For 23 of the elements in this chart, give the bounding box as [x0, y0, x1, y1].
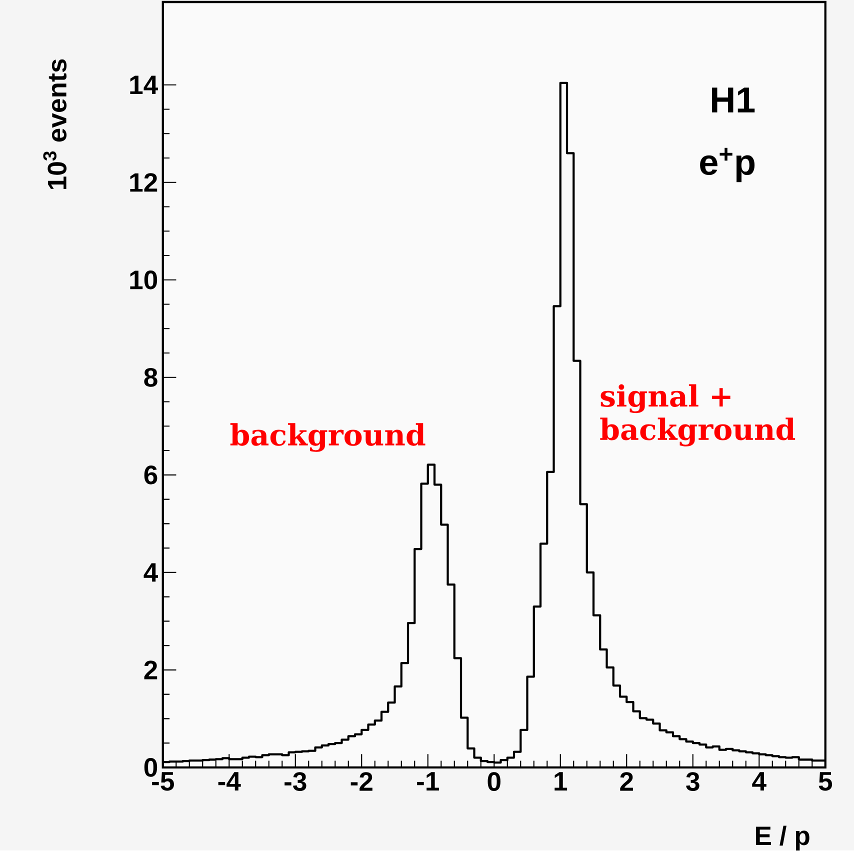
x-tick-label: -2 — [350, 772, 372, 791]
y-tick-label: 10 — [130, 270, 157, 290]
x-tick-label: 5 — [818, 772, 832, 791]
x-tick-label: -4 — [218, 772, 241, 790]
x-tick-label: 4 — [752, 772, 766, 790]
x-tick-label: 0 — [488, 772, 500, 791]
x-tick-label: 1 — [554, 772, 567, 790]
x-axis-title: E / p — [756, 826, 810, 851]
x-tick-label: -3 — [284, 772, 306, 792]
annotation: background — [230, 423, 426, 452]
x-tick-label: 3 — [686, 772, 700, 792]
y-tick-label: 14 — [130, 76, 158, 94]
annotation: H1 — [712, 88, 754, 112]
y-tick-label: 4 — [144, 563, 158, 582]
annotation: e$^{+}$p — [700, 148, 754, 182]
x-tick-label: -1 — [416, 772, 439, 790]
y-tick-label: 2 — [144, 660, 157, 680]
annotation: signal + background — [600, 384, 795, 446]
y-axis-title: 10$^{3}$ events — [43, 59, 66, 190]
y-tick-label: 8 — [144, 368, 158, 387]
y-tick-label: 6 — [144, 465, 158, 484]
x-tick-label: 2 — [620, 772, 633, 791]
y-tick-label: 12 — [130, 173, 157, 192]
